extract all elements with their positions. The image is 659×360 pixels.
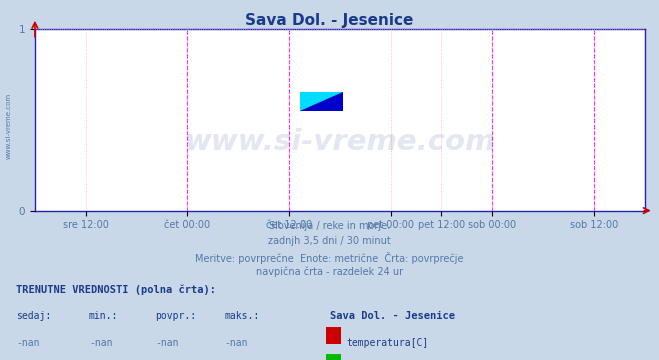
Text: www.si-vreme.com: www.si-vreme.com	[184, 127, 496, 156]
Text: temperatura[C]: temperatura[C]	[346, 338, 428, 348]
Text: Slovenija / reke in morje.: Slovenija / reke in morje.	[269, 221, 390, 231]
Text: Sava Dol. - Jesenice: Sava Dol. - Jesenice	[330, 311, 455, 321]
Text: www.si-vreme.com: www.si-vreme.com	[5, 93, 11, 159]
Text: -nan: -nan	[224, 338, 248, 348]
Text: zadnjh 3,5 dni / 30 minut: zadnjh 3,5 dni / 30 minut	[268, 236, 391, 246]
Text: -nan: -nan	[155, 338, 179, 348]
Text: navpična črta - razdelek 24 ur: navpična črta - razdelek 24 ur	[256, 266, 403, 277]
Text: TRENUTNE VREDNOSTI (polna črta):: TRENUTNE VREDNOSTI (polna črta):	[16, 284, 216, 295]
Text: Meritve: povrprečne  Enote: metrične  Črta: povrprečje: Meritve: povrprečne Enote: metrične Črta…	[195, 252, 464, 264]
Text: -nan: -nan	[89, 338, 113, 348]
Text: Sava Dol. - Jesenice: Sava Dol. - Jesenice	[245, 13, 414, 28]
Text: -nan: -nan	[16, 338, 40, 348]
Text: min.:: min.:	[89, 311, 119, 321]
Text: povpr.:: povpr.:	[155, 311, 196, 321]
Text: maks.:: maks.:	[224, 311, 259, 321]
Text: sedaj:: sedaj:	[16, 311, 51, 321]
